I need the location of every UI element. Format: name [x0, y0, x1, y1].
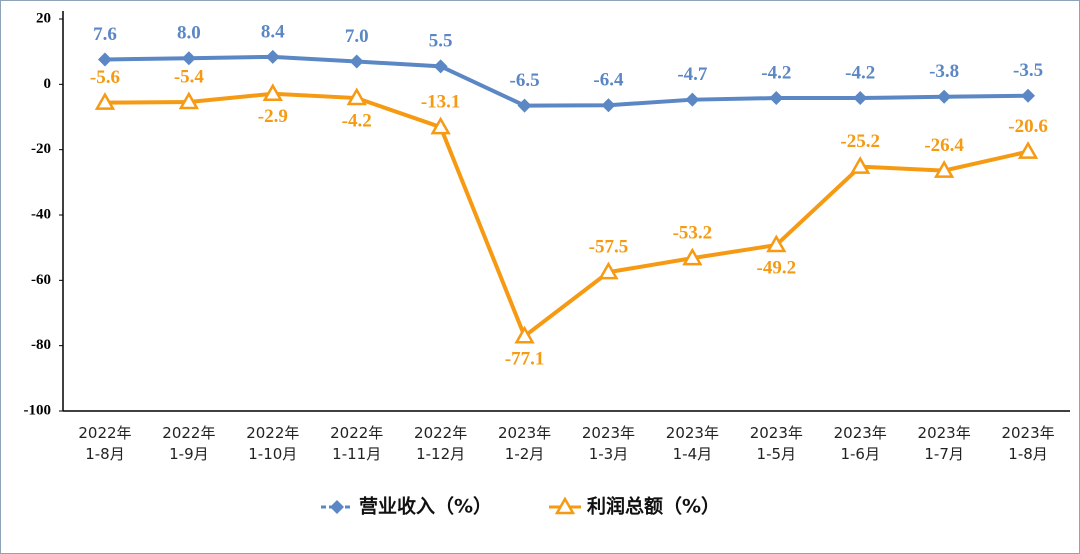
marker [554, 496, 576, 515]
x-tick-label: 2023年 1-6月 [833, 424, 887, 463]
value-label: -4.7 [677, 64, 708, 85]
marker [430, 116, 451, 135]
marker [262, 83, 283, 102]
line [104, 54, 1029, 108]
value-label: 8.4 [261, 21, 285, 42]
y-tick-label: 20 [36, 10, 51, 26]
legend-label: 营业收入（%） [359, 495, 492, 518]
value-label: 5.5 [429, 31, 453, 52]
value-label: 7.6 [93, 24, 117, 45]
line [104, 91, 1029, 340]
legend-label: 利润总额（%） [587, 495, 720, 518]
marker [769, 91, 784, 106]
value-label: -4.2 [342, 110, 372, 131]
value-label: -20.6 [1008, 116, 1048, 137]
value-label: -4.2 [761, 62, 791, 83]
x-tick-label: 2023年 1-2月 [497, 424, 552, 463]
x-tick-label: 2022年 1-11月 [330, 424, 384, 463]
marker [97, 52, 112, 67]
y-tick-label: 0 [44, 76, 52, 92]
x-tick-label: 2023年 1-5月 [749, 424, 803, 463]
y-tick-label: -60 [31, 272, 51, 288]
value-label: -49.2 [757, 257, 797, 278]
marker [94, 92, 116, 110]
x-tick-label: 2023年 1-4月 [665, 424, 719, 463]
marker [178, 91, 200, 110]
marker [1021, 88, 1036, 103]
marker [181, 51, 196, 66]
marker [766, 234, 787, 253]
y-tick-label: -20 [31, 141, 51, 157]
y-tick-label: -40 [31, 206, 51, 222]
marker [517, 98, 532, 113]
value-label: -6.4 [593, 70, 624, 91]
x-tick-label: 2022年 1-9月 [162, 424, 216, 463]
marker [850, 156, 871, 174]
value-label: -5.6 [90, 67, 120, 88]
marker [682, 247, 703, 266]
marker [601, 98, 616, 113]
value-label: -57.5 [589, 237, 629, 258]
marker [330, 500, 344, 514]
y-tick-label: -100 [24, 402, 52, 418]
value-label: -3.5 [1013, 60, 1043, 81]
x-tick-label: 2023年 1-8月 [1001, 424, 1055, 463]
value-label: -25.2 [840, 131, 880, 152]
value-label: -6.5 [510, 70, 540, 91]
value-label: -13.1 [421, 91, 461, 112]
value-label: 8.0 [177, 23, 201, 44]
marker [1017, 141, 1039, 159]
x-tick-label: 2022年 1-10月 [246, 424, 300, 463]
x-tick-label: 2023年 1-7月 [917, 424, 971, 463]
marker [598, 261, 619, 280]
marker [265, 49, 280, 64]
x-tick-label: 2022年 1-12月 [414, 424, 468, 463]
marker [685, 92, 700, 107]
value-label: -77.1 [505, 349, 545, 370]
value-label: -53.2 [673, 222, 713, 243]
marker [346, 87, 367, 106]
marker [853, 91, 868, 106]
value-label: -5.4 [174, 66, 205, 87]
marker [933, 160, 955, 178]
value-label: -26.4 [924, 135, 964, 156]
marker [937, 89, 952, 104]
x-tick-label: 2022年 1-8月 [78, 424, 132, 463]
x-tick-label: 2023年 1-3月 [581, 424, 636, 463]
value-label: 7.0 [345, 26, 369, 47]
value-label: -3.8 [929, 61, 959, 82]
value-label: -4.2 [845, 62, 875, 83]
value-label: -2.9 [258, 106, 288, 127]
marker [514, 325, 535, 344]
y-tick-label: -80 [31, 337, 51, 353]
marker [349, 54, 364, 69]
marker [433, 59, 448, 74]
